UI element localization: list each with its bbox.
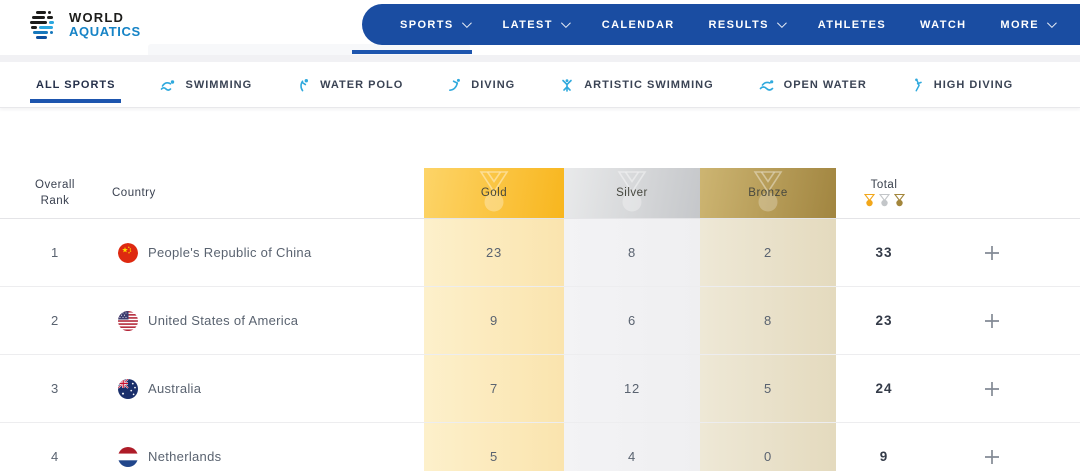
plus-icon [985, 449, 999, 464]
header-divider-band [0, 55, 1080, 62]
rank-cell: 2 [50, 313, 60, 328]
nav-item-athletes[interactable]: ATHLETES [817, 18, 887, 31]
total-count-cell: 9 [879, 449, 889, 464]
sport-filter-tabs: ALL SPORTS SWIMMING WATER POLO DIVING AR… [0, 62, 1080, 108]
plus-icon [985, 245, 999, 260]
flag-usa [118, 311, 138, 331]
gold-count-cell: 5 [424, 423, 564, 471]
column-header-bronze: Bronze [700, 168, 836, 218]
country-cell: Netherlands [110, 423, 424, 471]
expand-row-button[interactable] [978, 375, 1006, 403]
artistic-swimming-icon [562, 78, 573, 92]
country-flag [118, 242, 138, 263]
tab-water-polo[interactable]: WATER POLO [296, 62, 403, 107]
table-row: 3 Australia 7 12 5 24 [0, 355, 1080, 423]
nav-item-more[interactable]: MORE [1000, 18, 1057, 31]
total-count-cell: 23 [875, 313, 893, 328]
table-row: 2 United States of America 9 6 8 23 [0, 287, 1080, 355]
diving-icon [449, 78, 461, 91]
column-header-total: Total [836, 168, 932, 218]
expand-cell [932, 423, 1052, 471]
gold-medal-icon [479, 171, 509, 212]
chevron-down-icon [560, 18, 571, 29]
country-cell: United States of America [110, 287, 424, 354]
rank-cell: 3 [50, 381, 60, 396]
world-aquatics-logo[interactable]: WORLD AQUATICS [26, 8, 141, 42]
nav-active-indicator [352, 50, 472, 54]
silver-count-cell: 4 [564, 423, 700, 471]
country-cell: Australia [110, 355, 424, 422]
expand-row-button[interactable] [978, 443, 1006, 471]
chevron-down-icon [776, 18, 787, 29]
plus-icon [985, 313, 999, 328]
main-navigation: SPORTS LATEST CALENDAR RESULTS ATHLETES … [362, 4, 1080, 45]
logo-text-aquatics: AQUATICS [69, 24, 141, 39]
gold-medal-icon [863, 194, 875, 207]
silver-medal-icon [617, 171, 647, 212]
tab-all-sports[interactable]: ALL SPORTS [29, 62, 123, 107]
bronze-count-cell: 5 [700, 355, 836, 422]
rank-cell: 1 [50, 245, 60, 260]
country-flag [118, 447, 138, 467]
logo-text-world: WORLD [69, 10, 125, 26]
total-medals-legend [863, 194, 905, 207]
nav-item-results[interactable]: RESULTS [709, 18, 787, 31]
swimming-icon [161, 79, 175, 91]
total-count-cell: 24 [875, 381, 893, 396]
expand-cell [932, 219, 1052, 286]
column-header-rank: Overall Rank [35, 178, 75, 207]
nav-item-latest[interactable]: LATEST [503, 18, 571, 31]
silver-count-cell: 6 [564, 287, 700, 354]
bronze-medal-icon [893, 194, 905, 207]
silver-medal-icon [878, 194, 890, 207]
tab-swimming[interactable]: SWIMMING [159, 62, 252, 107]
nav-item-sports[interactable]: SPORTS [400, 18, 472, 31]
top-header: WORLD AQUATICS SPORTS LATEST CALENDAR RE… [0, 0, 1080, 57]
flag-netherlands [118, 447, 138, 467]
gold-count-cell: 7 [424, 355, 564, 422]
table-row: 4 Netherlands 5 4 0 9 [0, 423, 1080, 471]
column-header-silver: Silver [564, 168, 700, 218]
tab-diving[interactable]: DIVING [447, 62, 515, 107]
plus-icon [985, 381, 999, 396]
tab-artistic-swimming[interactable]: ARTISTIC SWIMMING [559, 62, 713, 107]
high-diving-icon [914, 77, 922, 91]
flag-china [118, 242, 138, 263]
bronze-count-cell: 8 [700, 287, 836, 354]
expand-row-button[interactable] [978, 239, 1006, 267]
medal-table-header: Overall Rank Country Gold Silver Bronze … [0, 168, 1080, 219]
chevron-down-icon [1046, 18, 1057, 29]
total-count-cell: 33 [875, 245, 893, 260]
bronze-count-cell: 2 [700, 219, 836, 286]
chevron-down-icon [461, 18, 472, 29]
table-row: 1 People's Republic of China 23 8 2 33 [0, 219, 1080, 287]
globe-logo-icon [30, 11, 54, 39]
nav-item-watch[interactable]: WATCH [920, 18, 967, 31]
nav-item-calendar[interactable]: CALENDAR [601, 18, 675, 31]
column-header-country: Country [112, 187, 156, 199]
silver-count-cell: 8 [564, 219, 700, 286]
medal-table-body: 1 People's Republic of China 23 8 2 33 2… [0, 219, 1080, 471]
column-header-gold: Gold [424, 168, 564, 218]
rank-cell: 4 [50, 449, 60, 464]
expand-cell [932, 287, 1052, 354]
bronze-medal-icon [753, 171, 783, 212]
water-polo-icon [300, 78, 309, 91]
column-header-expand [932, 168, 1052, 218]
silver-count-cell: 12 [564, 355, 700, 422]
tab-high-diving[interactable]: HIGH DIVING [911, 62, 1013, 107]
medal-table: Overall Rank Country Gold Silver Bronze … [0, 168, 1080, 471]
country-flag [118, 379, 138, 399]
country-flag [118, 311, 138, 331]
expand-cell [932, 355, 1052, 422]
gold-count-cell: 9 [424, 287, 564, 354]
gold-count-cell: 23 [424, 219, 564, 286]
expand-row-button[interactable] [978, 307, 1006, 335]
flag-australia [118, 379, 138, 399]
bronze-count-cell: 0 [700, 423, 836, 471]
tab-open-water[interactable]: OPEN WATER [758, 62, 867, 107]
country-cell: People's Republic of China [110, 219, 424, 286]
open-water-icon [759, 79, 773, 91]
